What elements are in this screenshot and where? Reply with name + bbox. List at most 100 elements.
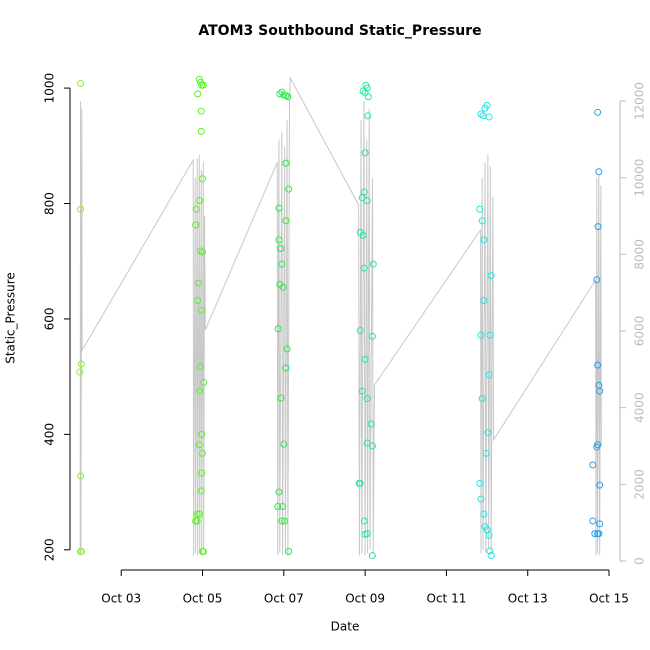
data-point [278, 517, 286, 525]
data-point [77, 79, 85, 87]
data-point [77, 548, 85, 556]
data-point [194, 90, 202, 98]
data-point [281, 517, 289, 525]
data-point [368, 552, 376, 560]
data-point [277, 245, 285, 253]
data-point [279, 503, 287, 511]
data-point [196, 387, 204, 395]
data-point [596, 481, 604, 489]
data-point [194, 279, 202, 287]
data-point [485, 531, 493, 539]
data-point [368, 332, 376, 340]
data-point [486, 547, 494, 555]
x-axis-label: Date [331, 620, 360, 634]
data-point [194, 296, 202, 304]
y2-tick-label: 0 [633, 557, 647, 565]
y-tick-label: 600 [43, 307, 57, 330]
data-point [199, 175, 207, 183]
data-point [275, 236, 283, 244]
data-point [477, 331, 485, 339]
data-point [360, 264, 368, 272]
data-point [589, 517, 597, 525]
y2-tick-label: 8000 [633, 239, 647, 270]
data-point [364, 112, 372, 120]
data-point [196, 510, 204, 518]
data-point [476, 205, 484, 213]
x-tick-label: Oct 07 [264, 592, 304, 606]
data-point [487, 552, 495, 560]
data-point [197, 487, 205, 495]
y2-tick-label: 12000 [633, 82, 647, 120]
x-tick-label: Oct 03 [101, 592, 141, 606]
data-point [595, 168, 603, 176]
data-point [279, 283, 287, 291]
data-point [195, 441, 203, 449]
data-point [593, 276, 601, 284]
data-point [197, 107, 205, 115]
data-point [198, 430, 206, 438]
data-point [285, 185, 293, 193]
data-point [487, 272, 495, 280]
data-point [589, 461, 597, 469]
data-point [275, 204, 283, 212]
data-point [193, 510, 201, 518]
data-point [593, 443, 601, 451]
data-point [275, 488, 283, 496]
data-point [360, 517, 368, 525]
data-point [363, 197, 371, 205]
data-point [278, 260, 286, 268]
data-point [276, 90, 284, 98]
data-point [367, 420, 375, 428]
y2-tick-label: 2000 [633, 469, 647, 500]
data-point [594, 108, 602, 116]
y-tick-label: 400 [43, 423, 57, 446]
data-point [484, 429, 492, 437]
data-point [361, 149, 369, 157]
data-point [355, 479, 363, 487]
data-point [356, 326, 364, 334]
data-point [77, 472, 85, 480]
data-point [591, 530, 599, 538]
data-point [199, 81, 207, 89]
data-point [480, 296, 488, 304]
data-point [200, 378, 208, 386]
data-point [477, 495, 485, 503]
data-point [284, 93, 292, 101]
data-point [285, 548, 293, 556]
chart-title: ATOM3 Southbound Static_Pressure [198, 23, 481, 39]
data-point [192, 221, 200, 229]
data-point [364, 93, 372, 101]
data-point [482, 449, 490, 457]
x-tick-label: Oct 05 [183, 592, 223, 606]
data-point [197, 127, 205, 135]
data-point [485, 371, 493, 379]
data-point [282, 364, 290, 372]
data-point [199, 248, 207, 256]
data-point [199, 548, 207, 556]
data-point [477, 110, 485, 118]
data-point [476, 479, 484, 487]
data-point [359, 231, 367, 239]
data-point [77, 205, 85, 213]
data-point [486, 331, 494, 339]
data-line [79, 76, 602, 556]
data-point [596, 520, 604, 528]
y2-tick-label: 6000 [633, 316, 647, 347]
data-point [283, 345, 291, 353]
data-point [198, 469, 206, 477]
y-tick-label: 200 [43, 538, 57, 561]
x-tick-label: Oct 09 [345, 592, 385, 606]
x-tick-label: Oct 13 [508, 592, 548, 606]
x-tick-label: Oct 11 [427, 592, 467, 606]
data-point [478, 395, 486, 403]
data-point [596, 387, 604, 395]
data-point [363, 395, 371, 403]
data-point [196, 197, 204, 205]
data-point [76, 368, 84, 376]
data-point [594, 223, 602, 231]
data-point [277, 394, 285, 402]
data-point [193, 517, 201, 525]
data-point [274, 503, 282, 511]
data-point [77, 360, 85, 368]
